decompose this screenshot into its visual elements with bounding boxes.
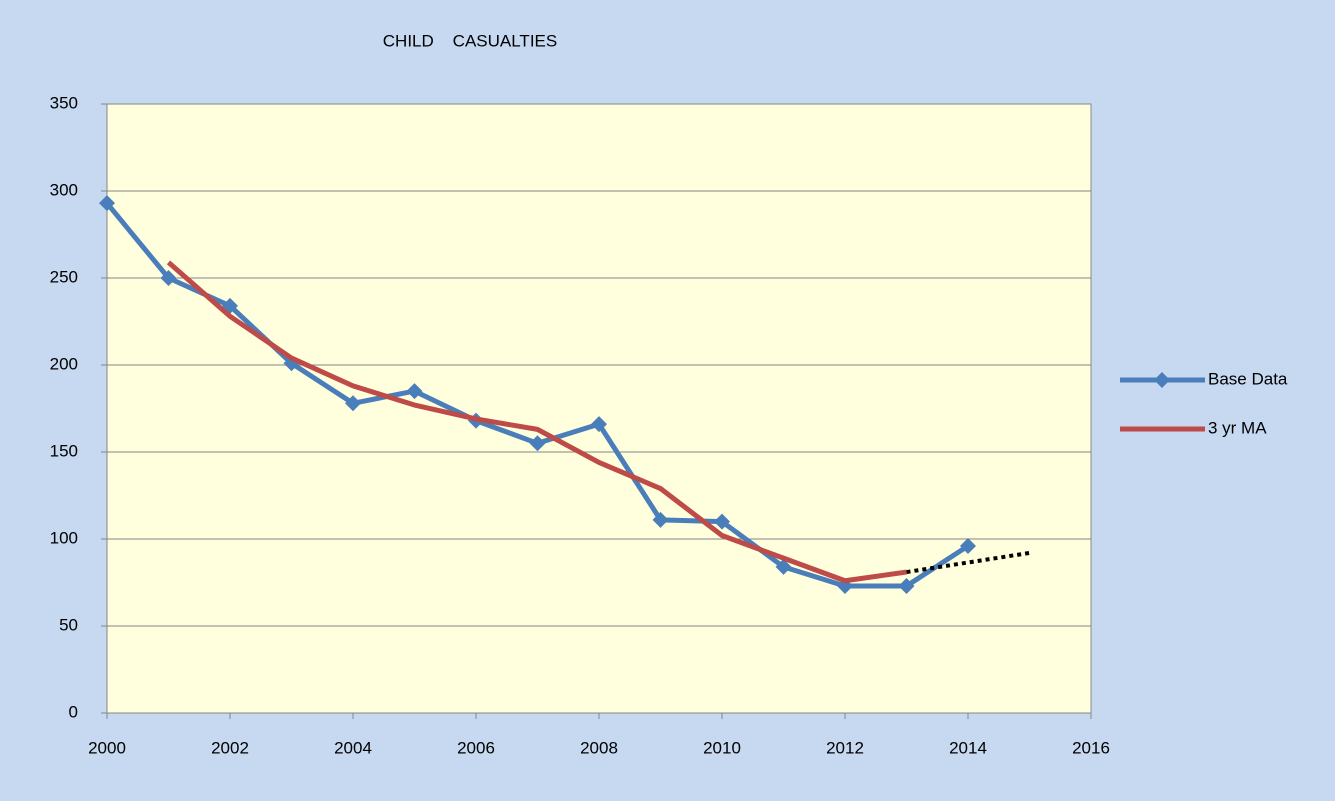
y-tick-label: 200 <box>50 354 78 373</box>
x-tick-label: 2012 <box>826 738 864 757</box>
point-marker <box>714 513 730 530</box>
y-tick-label: 350 <box>50 93 78 112</box>
x-tick-label: 2002 <box>211 738 249 757</box>
chart-title: CHILD CASUALTIES <box>383 31 557 50</box>
legend-label: 3 yr MA <box>1208 418 1267 437</box>
plot-area <box>106 103 1092 714</box>
point-marker <box>652 511 669 528</box>
x-tick-label: 2006 <box>457 738 495 757</box>
y-tick-label: 0 <box>69 702 78 721</box>
x-tick-label: 2000 <box>88 738 126 757</box>
point-marker <box>160 270 177 286</box>
y-tick-label: 100 <box>50 528 78 547</box>
point-marker <box>99 195 115 212</box>
x-tick-label: 2010 <box>703 738 741 757</box>
point-marker <box>898 577 915 594</box>
legend-marker <box>1154 372 1170 388</box>
point-marker <box>591 416 607 433</box>
point-marker <box>406 383 423 400</box>
y-tick-label: 150 <box>50 441 78 460</box>
point-marker <box>960 537 976 554</box>
y-tick-label: 50 <box>59 615 78 634</box>
line-series <box>166 260 907 584</box>
point-marker <box>345 395 361 412</box>
point-marker <box>775 558 792 575</box>
y-tick-label: 250 <box>50 267 78 286</box>
y-tick-label: 300 <box>50 180 78 199</box>
x-tick-label: 2004 <box>334 738 372 757</box>
x-tick-label: 2008 <box>580 738 618 757</box>
x-tick-label: 2014 <box>949 738 987 757</box>
legend-label: Base Data <box>1208 369 1288 388</box>
point-marker <box>529 435 546 452</box>
x-tick-label: 2016 <box>1072 738 1110 757</box>
